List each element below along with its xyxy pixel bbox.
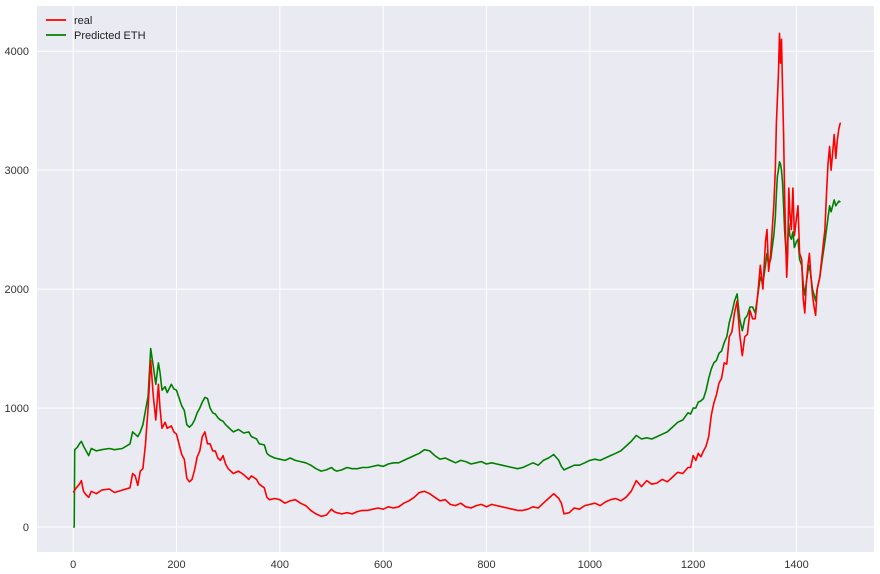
x-tick-label: 1000 (578, 559, 602, 571)
x-tick-label: 1400 (784, 559, 808, 571)
legend-label: Predicted ETH (74, 30, 146, 42)
series-line-real (72, 32, 842, 518)
plot-background (37, 6, 874, 552)
y-tick-label: 1000 (5, 403, 29, 415)
x-tick-label: 400 (271, 559, 289, 571)
y-tick-label: 3000 (5, 165, 29, 177)
x-tick-label: 600 (374, 559, 392, 571)
y-tick-label: 0 (23, 522, 29, 534)
x-axis-ticks: 0 200 400 600 800 1000 1200 1400 (70, 559, 809, 571)
y-tick-label: 2000 (5, 284, 29, 296)
x-tick-label: 800 (477, 559, 495, 571)
series-layer (72, 32, 842, 528)
series-line-predicted-eth (73, 161, 841, 528)
grid-lines (37, 6, 874, 552)
x-tick-label: 1200 (681, 559, 705, 571)
legend-label: real (74, 15, 92, 27)
y-tick-label: 4000 (5, 46, 29, 58)
y-axis-ticks: 0 1000 2000 3000 4000 (5, 46, 29, 534)
legend: real Predicted ETH (46, 15, 146, 42)
x-tick-label: 200 (167, 559, 185, 571)
x-tick-label: 0 (70, 559, 76, 571)
